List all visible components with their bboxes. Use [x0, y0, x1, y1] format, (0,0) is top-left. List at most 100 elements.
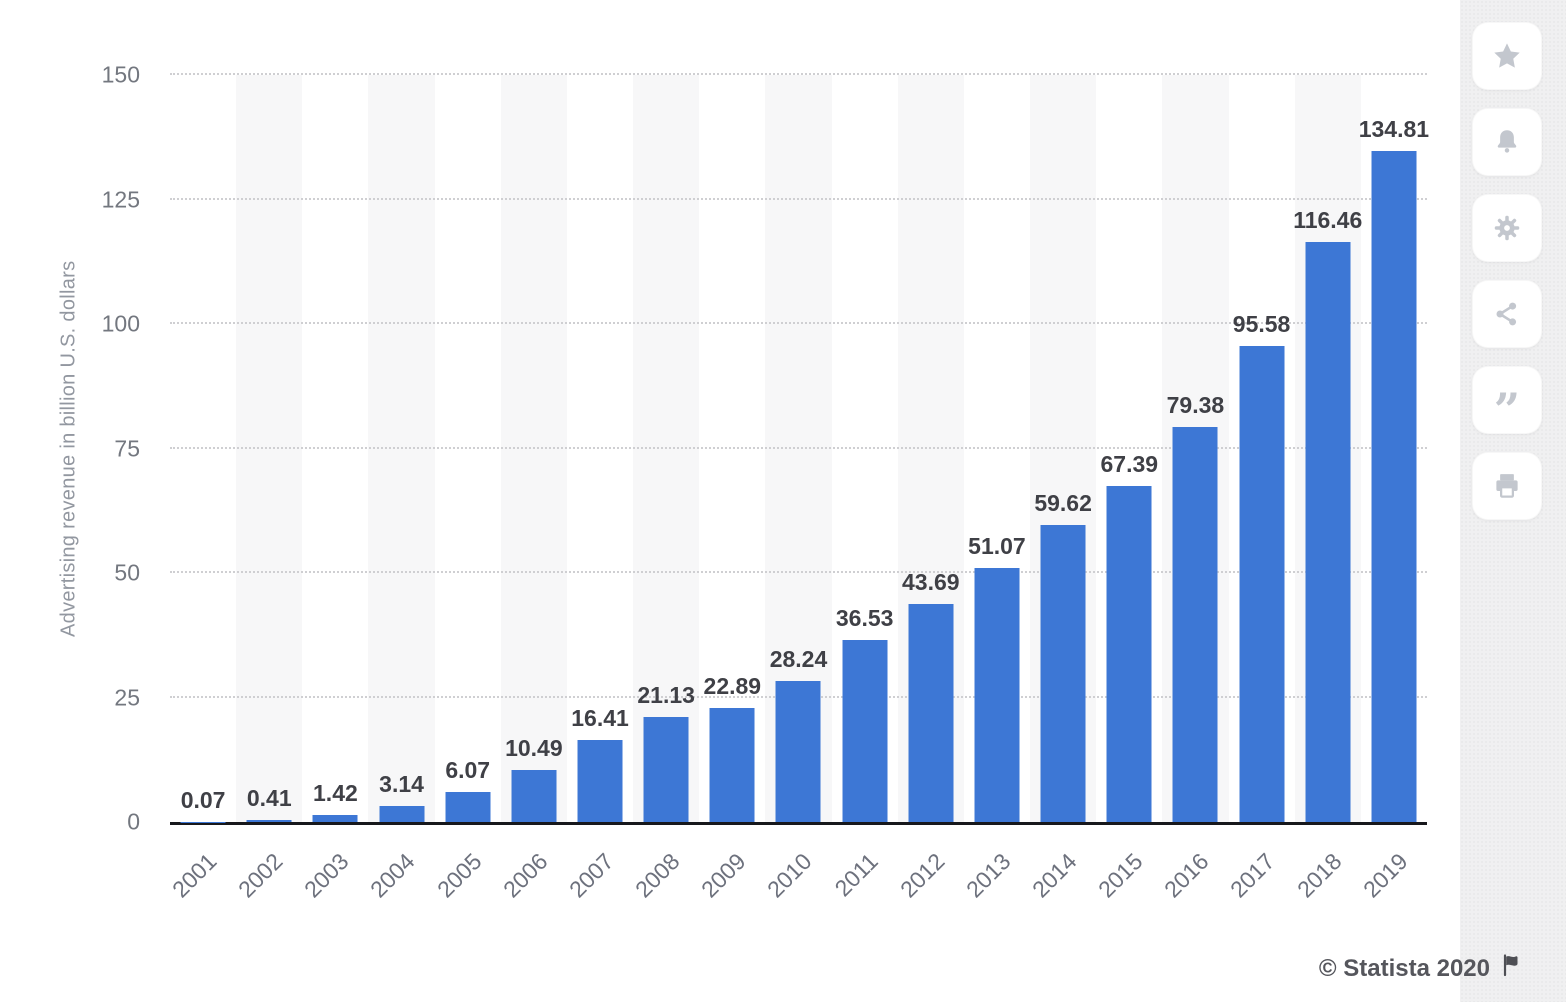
y-tick-75: 75: [114, 435, 140, 461]
bar-2003[interactable]: [312, 814, 358, 822]
y-tick-100: 100: [101, 310, 140, 337]
bar-2014[interactable]: [1040, 525, 1086, 822]
value-label-2007: 16.41: [571, 705, 629, 732]
x-tick-2009: 2009: [696, 848, 751, 903]
value-label-2019: 134.81: [1358, 115, 1430, 142]
bar-2015[interactable]: [1106, 486, 1152, 822]
settings-button[interactable]: [1472, 194, 1542, 262]
action-rail: ”: [1460, 0, 1566, 1002]
x-tick-2005: 2005: [431, 848, 487, 903]
print-button[interactable]: [1472, 452, 1542, 520]
column-2018: 116.46 2018: [1292, 75, 1363, 903]
column-2015: 67.39 2015: [1093, 75, 1162, 902]
x-tick-2003: 2003: [299, 848, 354, 903]
x-tick-2008: 2008: [629, 848, 685, 903]
value-label-2001: 0.07: [180, 786, 226, 813]
column-2006: 10.49 2006: [498, 75, 567, 903]
column-2007: 16.41 2007: [564, 75, 633, 902]
value-label-2012: 43.69: [902, 569, 960, 596]
gridline-75: [170, 446, 1427, 449]
cite-button[interactable]: ”: [1472, 366, 1542, 434]
y-tick-0: 0: [127, 808, 140, 835]
bar-2019[interactable]: [1371, 150, 1417, 822]
x-tick-2007: 2007: [563, 848, 619, 903]
bar-2005[interactable]: [445, 791, 491, 822]
favorite-button[interactable]: [1472, 22, 1542, 90]
bar-2002[interactable]: [246, 819, 292, 822]
quote-icon: ”: [1493, 383, 1521, 437]
value-label-2015: 67.39: [1100, 451, 1159, 478]
bar-2004[interactable]: [379, 806, 425, 822]
column-2011: 36.53 2011: [830, 75, 898, 901]
column-2012: 43.69 2012: [895, 75, 964, 903]
column-2001: 0.07 2001: [167, 75, 236, 903]
value-label-2014: 59.62: [1034, 490, 1092, 517]
value-label-2008: 21.13: [637, 681, 695, 708]
x-tick-2006: 2006: [497, 848, 553, 903]
value-label-2013: 51.07: [968, 532, 1026, 559]
x-tick-2019: 2019: [1357, 848, 1413, 903]
column-2004: 3.14 2004: [365, 75, 435, 903]
value-label-2009: 22.89: [703, 673, 762, 700]
x-tick-2018: 2018: [1291, 848, 1347, 903]
bar-2017[interactable]: [1239, 346, 1285, 822]
y-tick-50: 50: [114, 559, 140, 586]
column-2002: 0.41 2002: [233, 75, 303, 903]
gridline-125: [170, 197, 1427, 200]
y-axis: 0 25 50 75 100 125 150: [0, 62, 140, 835]
x-tick-2015: 2015: [1093, 848, 1148, 903]
x-tick-2010: 2010: [762, 848, 817, 903]
bar-2012[interactable]: [908, 604, 954, 822]
bar-2018[interactable]: [1305, 242, 1351, 822]
x-tick-2001: 2001: [166, 848, 222, 903]
value-label-2006: 10.49: [505, 734, 563, 761]
column-2005: 6.07 2005: [432, 75, 501, 903]
x-tick-2011: 2011: [829, 848, 884, 902]
notifications-button[interactable]: [1472, 108, 1542, 176]
flag-icon: [1500, 953, 1524, 984]
x-tick-2004: 2004: [365, 848, 420, 903]
bar-2010[interactable]: [775, 681, 821, 822]
x-tick-2014: 2014: [1026, 848, 1082, 903]
column-2003: 1.42 2003: [299, 75, 368, 903]
gridline-150: [170, 73, 1427, 75]
x-tick-2012: 2012: [894, 848, 950, 903]
value-label-2003: 1.42: [313, 779, 358, 806]
column-2017: 95.58 2017: [1225, 75, 1295, 903]
value-label-2002: 0.41: [246, 784, 292, 811]
value-label-2005: 6.07: [445, 756, 491, 783]
bar-2016[interactable]: [1172, 426, 1218, 822]
column-2009: 22.89 2009: [696, 75, 765, 903]
bar-2009[interactable]: [709, 708, 755, 822]
value-label-2016: 79.38: [1166, 391, 1225, 418]
bar-2013[interactable]: [974, 567, 1020, 822]
gridline-100: [170, 322, 1427, 324]
gridline-50: [170, 571, 1427, 573]
share-button[interactable]: [1472, 280, 1542, 348]
bar-2006[interactable]: [511, 769, 557, 822]
column-2013: 51.07 2013: [961, 75, 1030, 903]
x-tick-2016: 2016: [1159, 848, 1214, 903]
value-label-2018: 116.46: [1293, 207, 1363, 234]
value-label-2010: 28.24: [769, 646, 828, 673]
column-2008: 21.13 2008: [630, 75, 700, 903]
share-icon: [1493, 300, 1521, 328]
gear-icon: [1492, 213, 1522, 243]
y-tick-25: 25: [114, 684, 140, 710]
bar-2007[interactable]: [577, 740, 623, 822]
value-label-2011: 36.53: [835, 605, 894, 632]
x-tick-2013: 2013: [960, 848, 1016, 903]
plot-columns: 0.07 2001 0.41 2002 1.42 2003 3.14 2004 6.07 2005…: [167, 75, 1430, 903]
value-label-2004: 3.14: [379, 771, 424, 798]
printer-icon: [1492, 471, 1522, 501]
column-2010: 28.24 2010: [762, 75, 832, 903]
star-icon: [1491, 40, 1523, 72]
x-tick-2002: 2002: [233, 848, 288, 903]
column-2016: 79.38 2016: [1159, 75, 1229, 903]
column-2019: 134.81 2019: [1358, 75, 1430, 903]
bar-2008[interactable]: [643, 716, 689, 822]
value-label-2017: 95.58: [1232, 311, 1291, 338]
copyright-text: © Statista 2020: [1318, 954, 1490, 982]
bar-2011[interactable]: [842, 640, 888, 822]
